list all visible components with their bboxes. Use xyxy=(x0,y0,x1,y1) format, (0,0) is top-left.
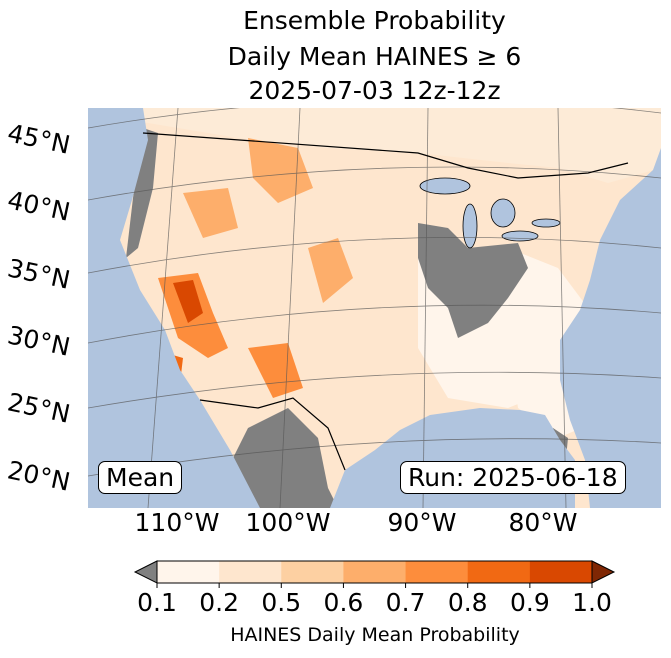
colorbar xyxy=(133,560,616,588)
missing-mexico xyxy=(228,408,338,508)
title-line-2: Daily Mean HAINES ≥ 6 xyxy=(227,42,522,71)
lat-label: 30°N xyxy=(4,320,73,362)
lat-label: 25°N xyxy=(4,387,73,429)
missing-west-coast xyxy=(126,128,158,258)
colorbar-bin xyxy=(343,561,407,583)
colorbar-bin xyxy=(281,561,344,583)
colorbar-tick-label: 0.5 xyxy=(261,588,302,617)
colorbar-outline xyxy=(156,560,593,584)
lat-label: 35°N xyxy=(4,253,73,295)
great-lakes xyxy=(419,177,561,249)
pacific-ocean xyxy=(88,108,260,508)
lat-label: 20°N xyxy=(4,455,73,497)
prob-nevada xyxy=(183,188,238,238)
lon-label: 110°W xyxy=(134,508,220,537)
missing-mississippi xyxy=(418,223,528,338)
colorbar-bin xyxy=(157,561,220,583)
canada-region xyxy=(88,108,661,183)
colorbar-tick-label: 0.1 xyxy=(137,588,177,617)
colorbar-bin xyxy=(219,561,282,583)
colorbar-bin xyxy=(405,561,469,583)
colorbar-tick-label: 0.2 xyxy=(199,588,240,617)
colorbar-tick-label: 0.8 xyxy=(447,588,488,617)
colorbar-title: HAINES Daily Mean Probability xyxy=(230,624,520,646)
colorbar-tick-label: 1.0 xyxy=(572,588,612,617)
lat-label: 40°N xyxy=(4,185,73,227)
prob-colorado xyxy=(308,238,353,303)
lon-label: 90°W xyxy=(387,508,457,537)
colorbar-tick-label: 0.7 xyxy=(385,588,426,617)
probability-map xyxy=(88,108,661,508)
us-border xyxy=(142,132,629,471)
colorbar-bin xyxy=(529,561,593,583)
lon-label: 80°W xyxy=(508,508,578,537)
run-label-box: Run: 2025-06-18 xyxy=(400,461,626,494)
title-line-3: 2025-07-03 12z-12z xyxy=(248,76,501,105)
lat-label: 45°N xyxy=(4,118,73,160)
colorbar-under-arrow xyxy=(133,560,158,584)
colorbar-bin xyxy=(467,561,531,583)
prob-arizona-core xyxy=(173,280,203,323)
colorbar-over-arrow xyxy=(591,560,616,584)
stat-label-box: Mean xyxy=(98,461,183,494)
lon-label: 100°W xyxy=(245,508,331,537)
title-line-1: Ensemble Probability xyxy=(243,6,506,35)
prob-montana xyxy=(248,138,313,203)
prob-newmexico xyxy=(248,343,303,398)
colorbar-tick-label: 0.9 xyxy=(509,588,550,617)
colorbar-tick-label: 0.6 xyxy=(323,588,364,617)
atlantic-ocean xyxy=(560,148,661,508)
